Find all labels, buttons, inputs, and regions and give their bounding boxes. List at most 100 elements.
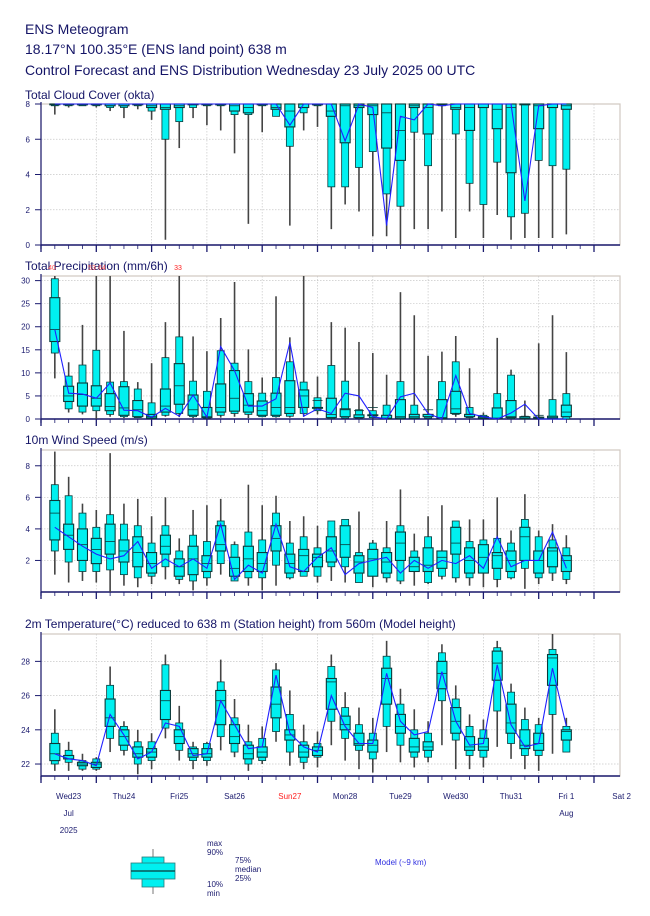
y-tick-label: 25 [21,300,30,309]
box-10-90 [507,374,515,419]
box-25-75 [505,703,517,734]
panel-title-cloud: Total Cloud Cover (okta) [25,88,155,102]
overflow-value-label: 64 [98,265,106,272]
box-25-75 [381,667,393,705]
box-25-75 [339,525,351,558]
box-25-75 [560,729,572,741]
box-25-75 [519,416,531,420]
box-25-75 [215,689,227,726]
box-25-75 [533,103,545,130]
panel-title-wind: 10m Wind Speed (m/s) [25,433,148,447]
box-25-75 [367,739,379,753]
box-25-75 [132,399,144,418]
box-25-75 [90,385,102,407]
box-25-75 [339,103,351,144]
y-tick-label: 8 [26,100,31,109]
box-25-75 [491,552,503,569]
box-25-75 [187,545,199,576]
box-25-75 [353,555,365,574]
month-label-jul: Jul [64,809,74,818]
box-25-75 [49,297,61,343]
box-25-75 [367,548,379,577]
legend-median-label: median [235,865,262,874]
box-10-90 [327,365,336,419]
box-25-75 [381,103,393,149]
day-label: Tue29 [389,792,412,801]
y-tick-label: 15 [21,346,30,355]
box-25-75 [146,413,158,419]
box-25-75 [242,744,254,760]
y-tick-label: 2 [26,206,31,215]
forecast-subtitle: Control Forecast and ENS Distribution We… [25,62,476,78]
legend-max-90: max 90% [207,839,223,857]
box-25-75 [560,555,572,573]
legend-model-label: Model (~9 km) [375,858,427,867]
box-10-90 [92,349,101,412]
control-forecast-line [54,329,567,420]
box-25-75 [546,547,559,568]
box-25-75 [284,380,296,415]
box-25-75 [533,416,545,419]
y-tick-label: 20 [21,323,30,332]
control-forecast-line [54,664,567,767]
box-25-75 [436,660,448,690]
box-25-75 [353,414,365,419]
panel-title-precip: Total Precipitation (mm/6h) [25,259,168,273]
overflow-value-label: 53 [88,265,96,272]
box-25-75 [159,689,171,721]
legend-p10-label: 10% [207,880,224,889]
box-25-75 [422,741,434,751]
box-25-75 [394,713,407,734]
box-25-75 [394,531,407,561]
box-25-75 [353,732,365,746]
box-25-75 [394,399,407,419]
day-label: Fri 1 [558,792,575,801]
box-25-75 [505,550,517,573]
box-25-75 [325,677,337,710]
control-forecast-line [54,522,567,581]
legend-quartiles: 75% median 25% [235,856,261,883]
overflow-value-label: 33 [174,265,182,272]
box-25-75 [118,729,130,746]
box-25-75 [408,737,420,753]
box-25-75 [339,715,351,731]
y-tick-label: 5 [26,392,31,401]
box-25-75 [311,406,324,409]
y-tick-label: 6 [26,493,31,502]
box-25-75 [477,544,489,574]
day-label: Thu24 [113,792,136,801]
box-25-75 [422,547,434,573]
box-25-75 [408,413,420,419]
box-25-75 [450,526,462,555]
box-10-90 [216,350,225,416]
day-label: Sat26 [224,792,245,801]
box-25-75 [436,550,448,569]
y-tick-label: 8 [26,462,31,471]
day-label: Thu31 [500,792,523,801]
box-25-75 [146,748,158,758]
box-25-75 [256,400,268,416]
y-tick-label: 4 [26,171,31,180]
box-25-75 [159,534,171,555]
box-25-75 [229,556,241,577]
y-tick-label: 24 [21,726,30,735]
day-label: Wed23 [56,792,82,801]
y-tick-label: 0 [26,415,31,424]
box-25-75 [49,499,61,541]
day-label: Wed30 [443,792,469,801]
box-25-75 [146,552,158,574]
legend-10-min: 10% min [207,880,223,898]
y-tick-label: 4 [26,525,31,534]
day-label: Fri25 [170,792,189,801]
box-25-75 [49,742,61,762]
y-tick-label: 28 [21,657,30,666]
box-25-75 [132,746,144,758]
box-25-75 [159,388,171,413]
box-10-90 [313,397,322,412]
box-25-75 [284,103,296,128]
legend-p90-label: 90% [207,848,224,857]
legend-p25-label: 25% [235,874,252,883]
box-25-75 [533,550,545,574]
